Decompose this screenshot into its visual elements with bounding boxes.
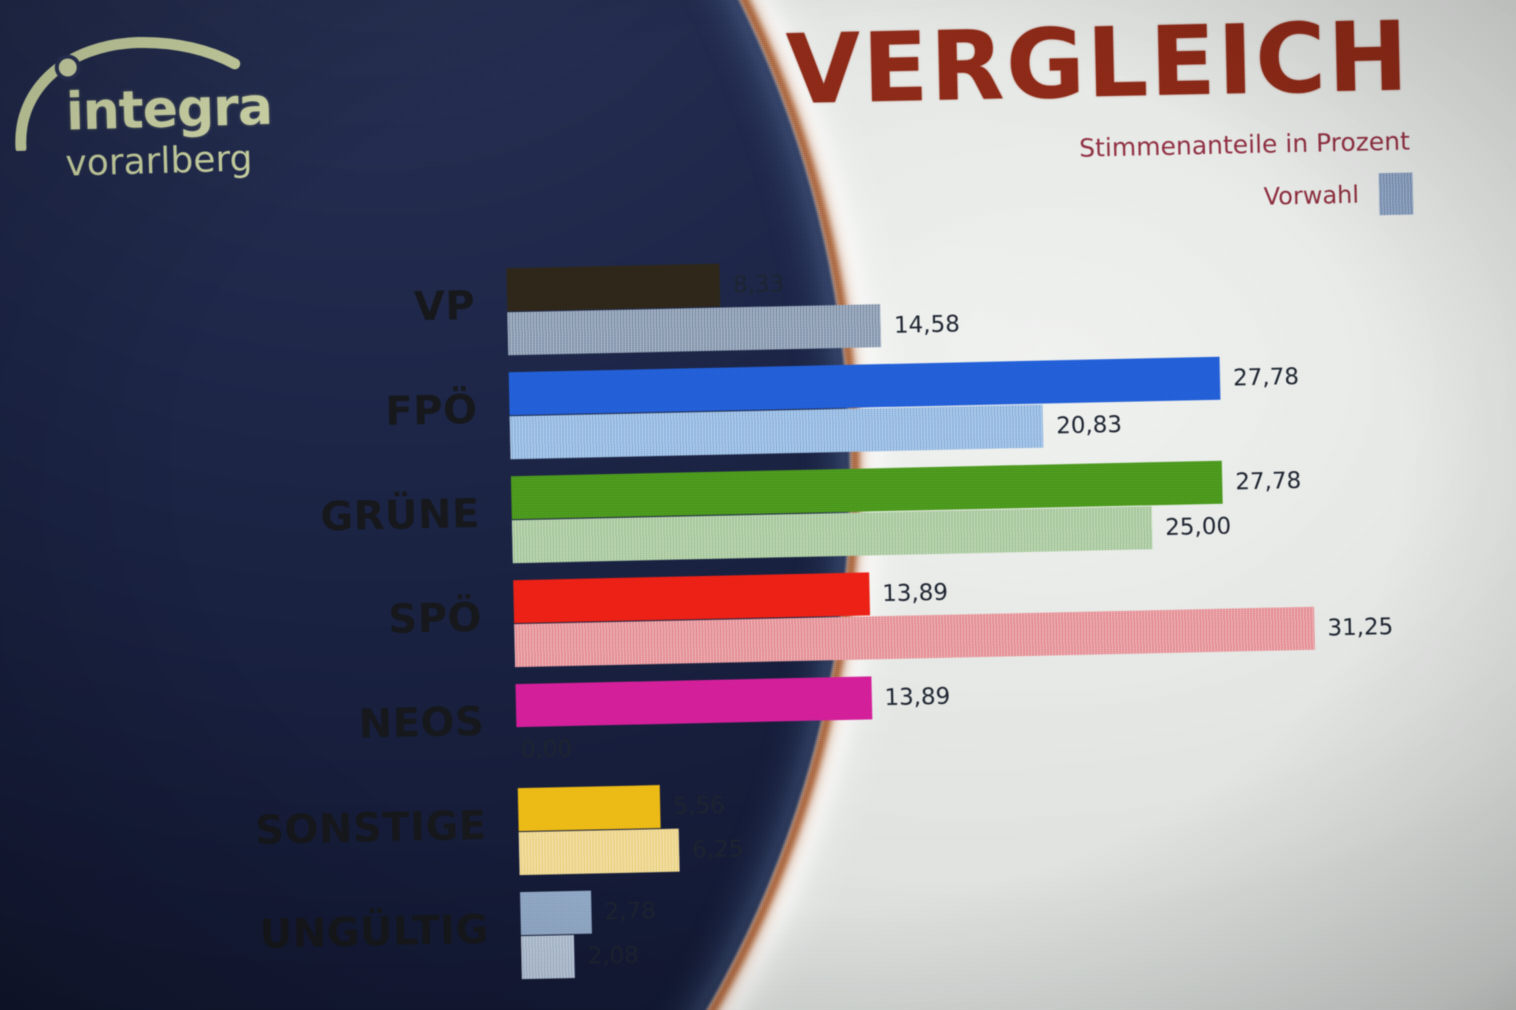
bar-value-label: 20,83: [1055, 411, 1123, 439]
bar-fill: [520, 890, 593, 936]
bar-group: 5,56 6,25: [517, 783, 744, 876]
bar-value-label: 13,89: [881, 579, 949, 607]
bar-group: 27,78 20,83: [508, 355, 1301, 460]
bar-group: 13,89 31,25: [513, 561, 1394, 668]
category-label-spö: SPÖ: [387, 594, 483, 643]
bar-value-label: 14,58: [893, 310, 961, 339]
bar-value-label: 27,78: [1232, 363, 1300, 391]
bar-value-label: 8,33: [732, 270, 785, 298]
bar-value-label: 25,00: [1164, 513, 1232, 541]
page-title: VERGLEICH: [785, 0, 1412, 127]
bar-group: 13,89 0,00: [515, 675, 951, 771]
page-subtitle: Stimmenanteile in Prozent: [1078, 126, 1411, 163]
bar-value-label: 2,08: [587, 942, 640, 970]
bar-vorwahl: 14,58: [507, 302, 961, 356]
legend-item-label: Vorwahl: [1263, 180, 1360, 211]
bar-value-label: 31,25: [1327, 613, 1394, 641]
bar-fill: [518, 828, 680, 876]
bar-wahl: 2,78: [520, 889, 657, 936]
category-label-vp: VP: [413, 282, 476, 331]
bar-fill: [517, 785, 661, 832]
category-label-sonstige: SONSTIGE: [254, 802, 488, 854]
bar-vorwahl: 0,00: [516, 719, 951, 771]
bar-fill: [520, 934, 576, 980]
bar-vorwahl: 6,25: [518, 827, 744, 876]
bar-chart: VP 8,33 14,58 FPÖ 27,78 20,83 GRÜNE 27,78 25,00 S…: [0, 242, 1470, 1002]
chart-legend: Vorwahl: [1263, 172, 1414, 217]
bar-fill: [513, 572, 870, 624]
bar-fill: [507, 304, 882, 356]
bar-vorwahl: 2,08: [520, 933, 657, 980]
bar-value-label: 2,78: [604, 897, 657, 925]
bar-fill: [506, 263, 721, 312]
bar-wahl: 5,56: [517, 783, 743, 832]
bar-value-label: 5,56: [673, 792, 725, 820]
legend-swatch-vorwahl: [1378, 172, 1414, 216]
bar-value-label: 27,78: [1235, 467, 1302, 495]
bar-value-label: 13,89: [884, 683, 951, 711]
category-label-grüne: GRÜNE: [319, 490, 481, 541]
bar-fill: [515, 676, 872, 728]
bar-group: 8,33 14,58: [506, 258, 961, 356]
bar-value-label: 6,25: [691, 835, 744, 863]
bar-group: 2,78 2,08: [520, 889, 657, 980]
category-label-ungültig: UNGÜLTIG: [259, 906, 490, 958]
bar-group: 27,78 25,00: [510, 459, 1303, 564]
bar-value-label: 0,00: [520, 735, 573, 763]
category-label-neos: NEOS: [358, 698, 485, 748]
category-label-fpö: FPÖ: [384, 386, 478, 435]
